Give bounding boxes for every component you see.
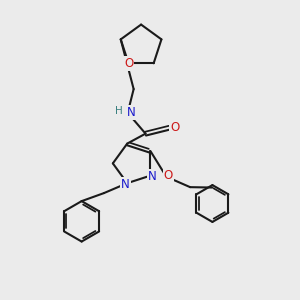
Text: O: O <box>164 169 173 182</box>
Text: N: N <box>121 178 130 191</box>
Text: N: N <box>148 170 157 183</box>
Text: O: O <box>124 57 133 70</box>
Text: N: N <box>127 106 136 119</box>
Text: O: O <box>170 121 179 134</box>
Text: H: H <box>115 106 123 116</box>
